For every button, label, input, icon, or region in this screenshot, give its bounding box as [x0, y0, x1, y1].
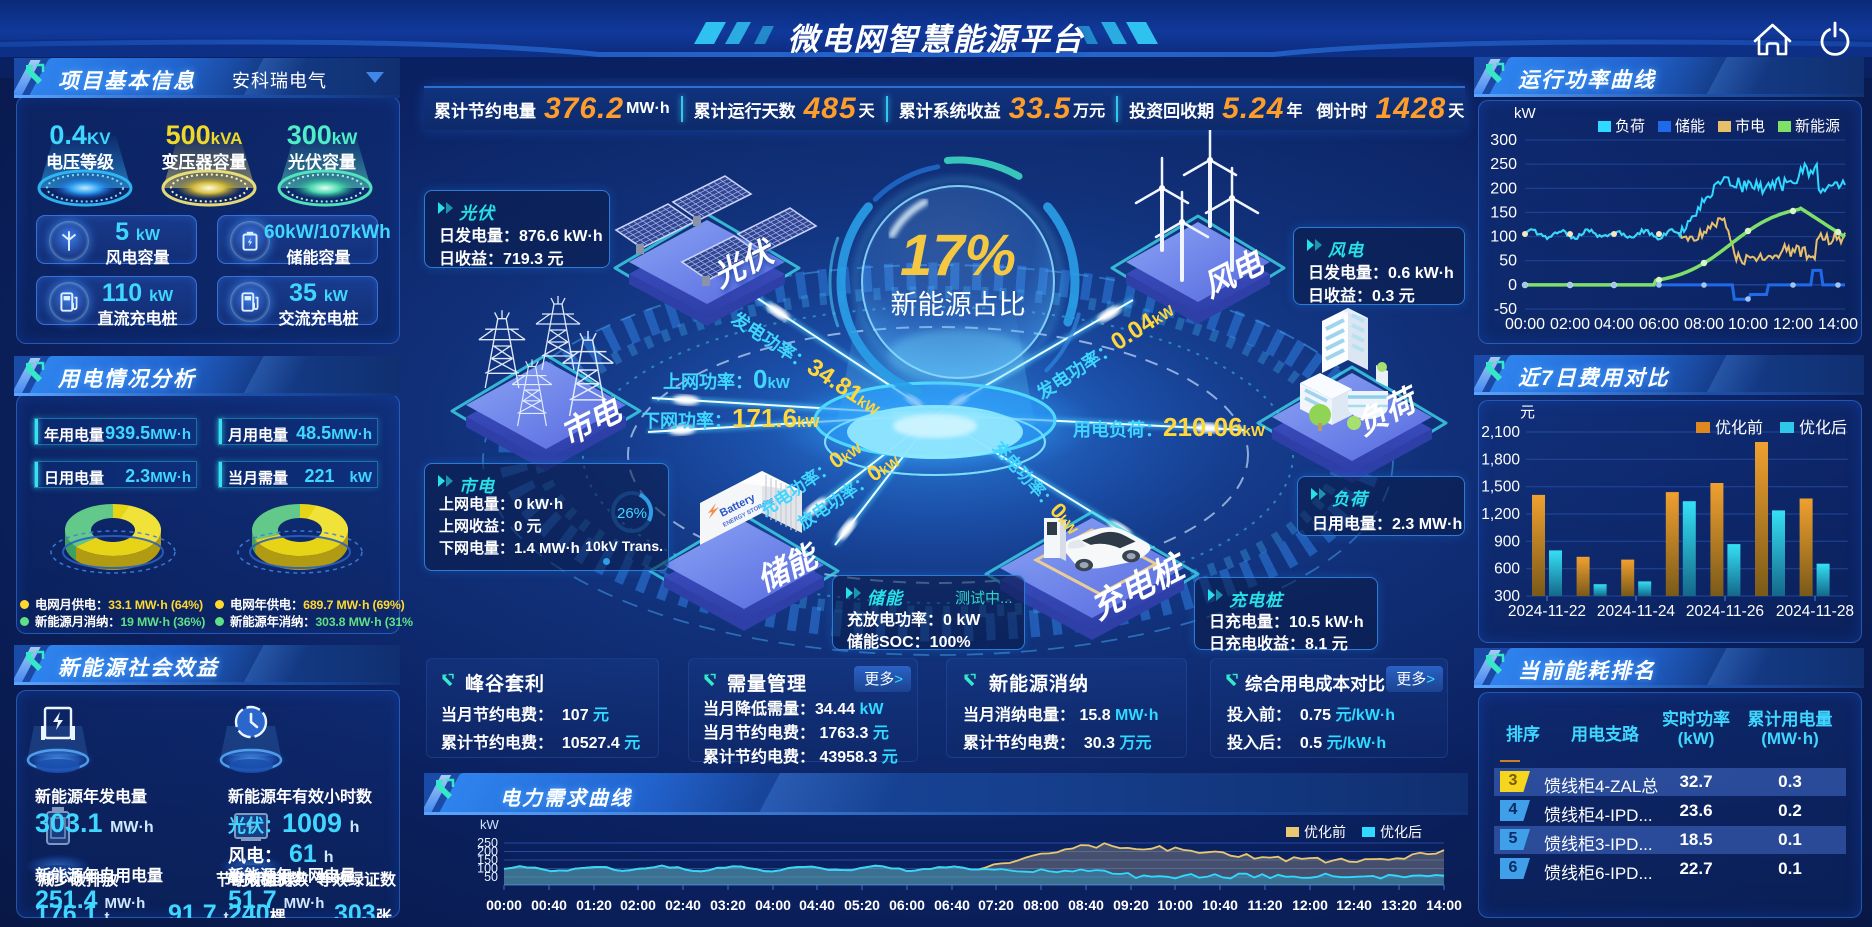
svg-text:1,200: 1,200 [1481, 506, 1520, 523]
svg-text:03:20: 03:20 [710, 897, 746, 913]
svg-text:02:40: 02:40 [665, 897, 701, 913]
svg-text:0: 0 [1508, 277, 1517, 294]
svg-text:200: 200 [477, 845, 498, 859]
svg-text:04:00: 04:00 [1594, 316, 1634, 333]
svg-text:06:00: 06:00 [889, 897, 925, 913]
svg-text:300: 300 [1494, 588, 1520, 605]
svg-text:14:00: 14:00 [1818, 316, 1858, 333]
svg-text:用电负荷：210.06kW: 用电负荷：210.06kW [1073, 412, 1266, 442]
svg-text:26%: 26% [617, 505, 647, 522]
svg-text:08:40: 08:40 [1068, 897, 1104, 913]
svg-text:07:20: 07:20 [978, 897, 1014, 913]
svg-text:09:20: 09:20 [1113, 897, 1149, 913]
svg-text:12:40: 12:40 [1336, 897, 1372, 913]
svg-text:900: 900 [1494, 533, 1520, 550]
svg-text:-50: -50 [1494, 301, 1517, 318]
svg-text:05:20: 05:20 [844, 897, 880, 913]
svg-text:50: 50 [1499, 253, 1517, 270]
svg-text:250: 250 [1490, 156, 1517, 173]
svg-text:新能源: 新能源 [1795, 118, 1840, 135]
svg-text:2024-11-24: 2024-11-24 [1597, 603, 1676, 620]
svg-text:150: 150 [477, 853, 498, 867]
svg-text:2,100: 2,100 [1481, 424, 1520, 441]
svg-text:04:40: 04:40 [799, 897, 835, 913]
svg-text:04:00: 04:00 [755, 897, 791, 913]
svg-text:1,500: 1,500 [1481, 479, 1520, 496]
svg-text:优化前: 优化前 [1304, 824, 1346, 840]
svg-text:2024-11-26: 2024-11-26 [1686, 603, 1764, 620]
svg-text:市电: 市电 [1735, 118, 1765, 135]
svg-text:10:00: 10:00 [1728, 316, 1768, 333]
svg-text:13:20: 13:20 [1381, 897, 1417, 913]
svg-text:2024-11-28: 2024-11-28 [1776, 603, 1854, 620]
svg-text:08:00: 08:00 [1023, 897, 1059, 913]
svg-text:17%: 17% [900, 223, 1016, 288]
svg-text:优化前: 优化前 [1715, 419, 1763, 437]
svg-text:优化后: 优化后 [1380, 824, 1422, 840]
svg-text:50: 50 [484, 870, 498, 884]
svg-text:12:00: 12:00 [1773, 316, 1813, 333]
svg-text:02:00: 02:00 [1550, 316, 1590, 333]
svg-text:300: 300 [1490, 132, 1517, 149]
svg-text:kW: kW [1514, 105, 1537, 122]
svg-text:00:00: 00:00 [1505, 316, 1545, 333]
svg-text:优化后: 优化后 [1799, 419, 1847, 437]
svg-text:06:40: 06:40 [934, 897, 970, 913]
svg-text:02:00: 02:00 [620, 897, 656, 913]
svg-text:250: 250 [477, 836, 498, 850]
svg-text:100: 100 [477, 862, 498, 876]
svg-text:元: 元 [1520, 404, 1535, 421]
svg-text:储能: 储能 [1675, 118, 1705, 135]
svg-text:200: 200 [1490, 180, 1517, 197]
svg-text:14:00: 14:00 [1426, 897, 1462, 913]
svg-text:00:00: 00:00 [486, 897, 522, 913]
svg-text:06:00: 06:00 [1639, 316, 1679, 333]
svg-text:150: 150 [1490, 204, 1517, 221]
svg-text:12:00: 12:00 [1292, 897, 1328, 913]
svg-text:负荷: 负荷 [1615, 118, 1645, 135]
svg-text:kW: kW [480, 817, 500, 832]
svg-text:10:40: 10:40 [1202, 897, 1238, 913]
svg-text:100: 100 [1490, 229, 1517, 246]
svg-text:08:00: 08:00 [1684, 316, 1724, 333]
svg-text:00:40: 00:40 [531, 897, 567, 913]
svg-text:2024-11-22: 2024-11-22 [1508, 603, 1586, 620]
svg-text:1,800: 1,800 [1481, 451, 1520, 468]
svg-text:新能源占比: 新能源占比 [891, 290, 1026, 320]
svg-text:11:20: 11:20 [1247, 897, 1282, 913]
svg-text:10:00: 10:00 [1157, 897, 1193, 913]
svg-text:600: 600 [1494, 561, 1520, 578]
svg-text:01:20: 01:20 [576, 897, 612, 913]
